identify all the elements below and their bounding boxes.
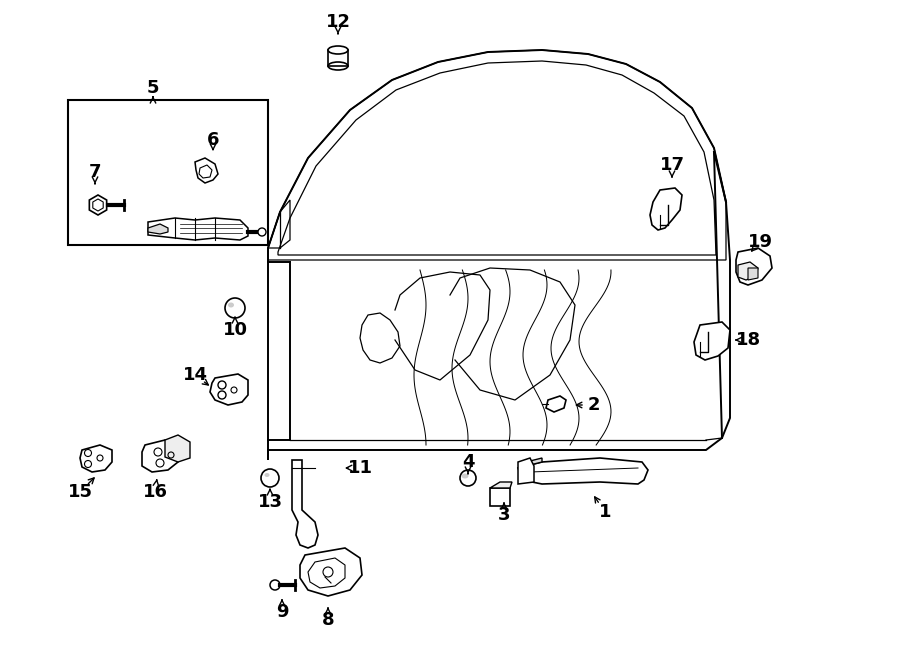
Ellipse shape [328,46,348,54]
Polygon shape [328,50,348,66]
Text: 8: 8 [321,611,334,629]
Ellipse shape [228,303,234,307]
Polygon shape [292,460,318,548]
Polygon shape [490,482,512,488]
Circle shape [258,228,266,236]
Polygon shape [80,445,112,472]
Polygon shape [518,458,534,484]
Text: 4: 4 [462,453,474,471]
Circle shape [261,469,279,487]
Polygon shape [518,458,648,484]
Polygon shape [268,50,730,460]
Polygon shape [165,435,190,462]
Circle shape [225,298,245,318]
Polygon shape [748,268,758,280]
Polygon shape [148,218,248,240]
Polygon shape [195,158,218,183]
Text: 5: 5 [147,79,159,97]
Bar [68,100,268,245]
Text: 14: 14 [183,366,208,384]
Polygon shape [210,374,248,405]
Text: 17: 17 [660,156,685,174]
Ellipse shape [462,473,469,479]
Text: 18: 18 [735,331,760,349]
Text: 19: 19 [748,233,772,251]
Text: 9: 9 [275,603,288,621]
Text: 1: 1 [598,503,611,521]
Text: 10: 10 [222,321,248,339]
Text: 7: 7 [89,163,101,181]
Text: 15: 15 [68,483,93,501]
Text: 11: 11 [347,459,373,477]
Polygon shape [694,322,730,360]
Polygon shape [142,440,178,472]
Polygon shape [148,224,168,234]
Polygon shape [650,188,682,230]
Circle shape [270,580,280,590]
Text: 13: 13 [257,493,283,511]
Polygon shape [738,262,758,280]
Polygon shape [300,548,362,596]
Polygon shape [736,248,772,285]
Text: 12: 12 [326,13,350,31]
Text: 3: 3 [498,506,510,524]
Text: 16: 16 [142,483,167,501]
Bar [490,488,510,506]
Circle shape [460,470,476,486]
Text: 2: 2 [588,396,600,414]
Text: 6: 6 [207,131,220,149]
Ellipse shape [265,473,269,477]
Polygon shape [518,458,542,468]
Polygon shape [89,195,107,215]
